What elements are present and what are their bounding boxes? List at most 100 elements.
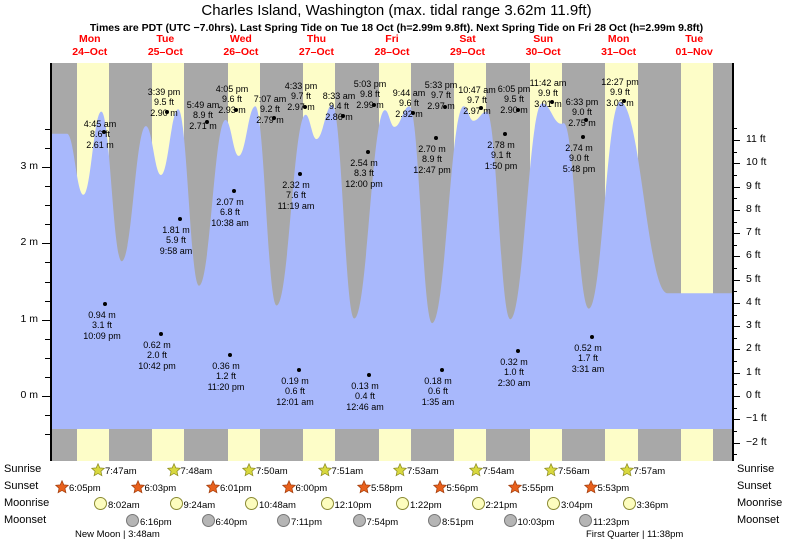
strip-night [562,429,581,461]
tide-annotation-line: 0.6 ft [284,386,305,397]
day-header-date: 29–Oct [450,46,486,58]
tide-annotation-line: 2:30 am [497,377,531,388]
tide-extreme-dot [205,120,209,124]
tide-annotation-line: 9.6 ft [398,98,419,109]
tick-right [732,419,740,421]
day-header-date: 25–Oct [147,46,183,58]
strip-day [76,429,109,461]
moonset-cell: 8:51pm [428,514,474,528]
sunset-time: 6:00pm [295,483,328,494]
strip-day [152,429,185,461]
strip-night [259,429,279,461]
tide-annotation-line: 6:05 pm [497,84,531,94]
tide-annotation-line: 2.99 m [356,99,384,110]
tide-annotation-line: 0.4 ft [354,391,375,402]
tide-annotation-line: 12:27 pm [601,77,639,87]
tide-annotation-line: 10:38 am [211,217,249,228]
tide-annotation-line: 9.5 ft [153,97,174,108]
tide-annotation: 5:33 pm 9.7 ft 2.97 m [411,80,471,111]
axis-label-right: 1 ft [746,365,761,378]
axis-label-right: 11 ft [746,133,766,146]
tick-right [732,244,737,246]
tide-extreme-dot [298,172,302,176]
moon-icon [277,514,290,527]
axis-right-feet: 11 ft 10 ft 9 ft 8 ft 7 ft 6 ft 5 ft 4 ft 3 ft 2 … [732,63,793,461]
moon-icon [94,497,107,510]
tide-extreme-dot [516,108,520,112]
axis-label-right: 5 ft [746,272,761,285]
tide-annotation-line: 0.19 m [281,376,309,386]
tide-annotation-line: 2.07 m [216,197,244,207]
day-header-weekday: Tue [685,33,704,45]
sunset-time: 6:03pm [144,483,177,494]
tick-left [42,319,50,321]
moonrise-cell: 3:36pm [622,497,668,511]
tide-annotation-line: 12:00 pm [345,178,383,189]
tide-annotation-line: 9.1 ft [490,150,511,161]
tick-right [732,291,737,293]
tide-annotation-line: 2.92 m [395,108,423,119]
astro-row-label-sunrise: Sunrise [737,463,775,475]
astro-row-label-sunset: Sunset [737,480,772,492]
axis-line-left [50,63,52,461]
water-fill [52,101,732,429]
page-subtitle: Times are PDT (UTC −7.0hrs). Last Spring… [89,22,704,34]
day-header-date: 28–Oct [374,46,410,58]
tide-extreme-dot [232,189,236,193]
moonset-cell: 10:03pm [503,514,554,528]
sunset-cell: 6:05pm [55,480,101,494]
moonset-time: 7:11pm [291,517,322,528]
strip-night [410,429,430,461]
tick-left [45,376,50,378]
moonset-time: 11:23pm [593,517,630,528]
tick-left [42,167,50,168]
moonrise-cell: 3:04pm [547,497,593,511]
moonrise-time: 1:22pm [410,500,442,511]
moon-icon [547,497,560,510]
strip-day [529,429,562,461]
tide-annotation-line: 0.52 m [574,343,602,353]
tide-annotation-line: 7:07 am [253,94,287,104]
tide-annotation: 6:33 pm 9.0 ft 2.75 m [552,97,612,128]
moon-icon [471,497,485,510]
star-icon [544,463,558,477]
tide-extreme-dot [366,150,370,154]
tick-right [732,454,737,456]
tick-right [732,268,737,270]
tick-right [732,372,740,374]
tide-annotation-line: 0.36 m [212,361,240,371]
tide-annotation: 8:33 am 9.4 ft 2.86 m [309,91,369,122]
tide-annotation-line: 0.32 m [500,357,528,367]
tide-extreme-dot [440,368,444,372]
tide-annotation: 0.19 m 0.6 ft 12:01 am [265,376,325,407]
tide-annotation: 5:03 pm 9.8 ft 2.99 m [340,79,400,110]
tick-right [732,174,737,176]
sunset-cell: 6:00pm [281,480,328,494]
tide-annotation: 2.70 m 8.9 ft 12:47 pm [402,144,462,175]
strip-night [335,429,355,461]
tide-extreme-dot [341,114,345,118]
axis-left-meters: 3 m 2 m 1 m 0 m [0,63,52,461]
star-icon [508,480,522,494]
tide-annotation: 0.18 m 0.6 ft 1:35 am [408,376,468,407]
sunset-cell: 6:01pm [206,480,252,494]
moon-icon [579,514,592,527]
day-header-weekday: Mon [78,33,101,45]
tide-extreme-dot [297,368,301,372]
tide-annotation-line: 1.81 m [162,225,190,235]
day-header-4: Fri 28–Oct [347,33,437,59]
tide-annotation-line: 1.7 ft [577,353,598,364]
tide-annotation-line: 6:33 pm [565,97,599,107]
tide-annotation-line: 3:31 am [571,363,605,374]
tide-annotation-line: 2.0 ft [146,350,167,361]
tick-left [45,357,50,359]
tide-annotation-line: 9:44 am [392,88,426,98]
strip-night [52,429,77,461]
tide-annotation-line: 1.0 ft [503,367,524,378]
tick-right [732,151,737,153]
star-icon [166,463,181,477]
moonset-cell: 7:11pm [277,514,322,528]
tide-annotation: 0.94 m 3.1 ft 10:09 pm [72,310,132,341]
day-header-date: 01–Nov [675,46,713,58]
sunrise-time: 7:50am [256,466,288,477]
